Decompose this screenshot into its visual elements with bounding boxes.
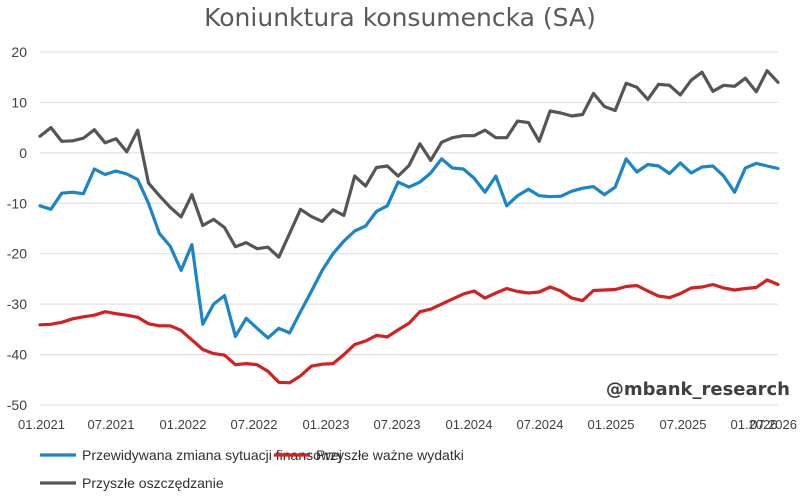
y-tick-label: -20 — [7, 246, 27, 262]
x-tick-label: 01.2026 — [731, 417, 778, 432]
x-tick-label: 01.2025 — [588, 417, 635, 432]
x-tick-label: 07.2025 — [660, 417, 707, 432]
x-tick-label: 07.2022 — [231, 417, 278, 432]
series-line-0 — [38, 157, 780, 340]
x-tick-label: 07.2026 — [750, 417, 797, 432]
y-tick-label: 10 — [11, 94, 27, 110]
x-tick-label: 01.2023 — [303, 417, 350, 432]
y-tick-label: -40 — [7, 347, 27, 363]
y-tick-label: -50 — [7, 397, 27, 413]
y-tick-label: 20 — [11, 44, 27, 60]
series-line-1 — [38, 278, 780, 385]
series-line-2 — [38, 69, 780, 259]
y-tick-label: -30 — [7, 296, 27, 312]
y-tick-label: -10 — [7, 195, 27, 211]
x-tick-label: 01.2021 — [18, 417, 65, 432]
legend-label: Przewidywana zmiana sytuacji finansowej — [82, 447, 342, 463]
x-tick-label: 07.2023 — [374, 417, 421, 432]
chart-title: Koniunktura konsumencka (SA) — [204, 3, 596, 32]
watermark-label: @mbank_research — [606, 379, 790, 400]
x-tick-label: 01.2024 — [446, 417, 493, 432]
grid-lines — [40, 51, 778, 406]
x-tick-label: 07.2024 — [517, 417, 564, 432]
y-tick-label: 0 — [19, 145, 27, 161]
legend: Przewidywana zmiana sytuacji finansowejP… — [40, 447, 464, 491]
legend-label: Przyszłe oszczędzanie — [82, 475, 224, 491]
x-axis-ticks: 01.2021 07.2021 01.2022 07.2022 01.2023 07.20… — [18, 417, 797, 432]
legend-label: Przyszłe ważne wydatki — [316, 447, 464, 463]
y-axis-ticks: 20 10 0 -10 -20 -30 -40 -50 — [7, 44, 27, 413]
series-lines — [38, 69, 780, 385]
x-tick-label: 01.2022 — [160, 417, 207, 432]
x-tick-label: 07.2021 — [88, 417, 135, 432]
